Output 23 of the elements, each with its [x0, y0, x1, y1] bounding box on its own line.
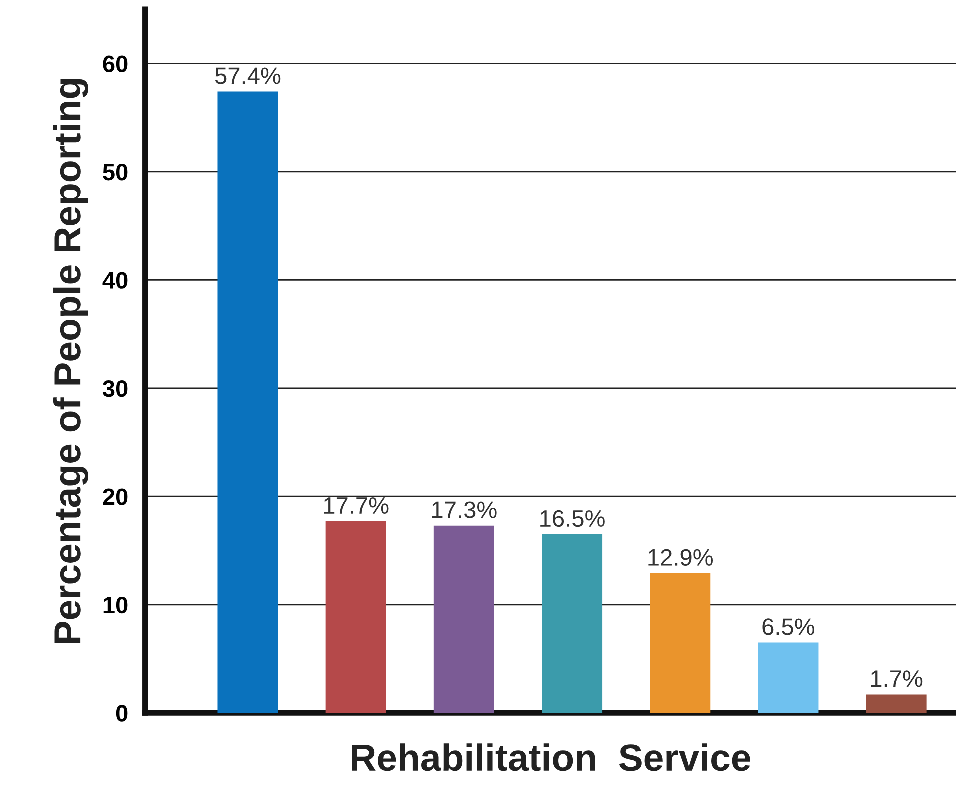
- y-tick-label: 50: [103, 164, 128, 181]
- data-label: 17.3%: [432, 502, 497, 518]
- bar: [434, 526, 494, 714]
- data-label: 6.5%: [762, 618, 815, 636]
- bar: [218, 92, 278, 714]
- y-tick-label: 60: [103, 56, 128, 72]
- bar: [758, 642, 819, 714]
- y-tick-label: 20: [103, 488, 128, 506]
- data-label: 17.7%: [324, 497, 389, 514]
- y-tick-label: 30: [102, 380, 128, 398]
- y-tick-label: 0: [116, 705, 128, 722]
- bar: [866, 694, 927, 714]
- data-label: 1.7%: [871, 670, 923, 688]
- y-axis-title: Percentage of People Reporting: [53, 79, 88, 644]
- bar: [542, 534, 603, 714]
- x-axis-title: Rehabilitation Service: [352, 744, 750, 772]
- data-label: 12.9%: [648, 549, 713, 566]
- data-label: 57.4%: [215, 68, 281, 84]
- bar: [650, 573, 711, 714]
- y-tick-label: 10: [104, 596, 128, 614]
- bar: [326, 522, 386, 714]
- data-label: 16.5%: [540, 510, 605, 528]
- y-tick-label: 40: [102, 272, 128, 289]
